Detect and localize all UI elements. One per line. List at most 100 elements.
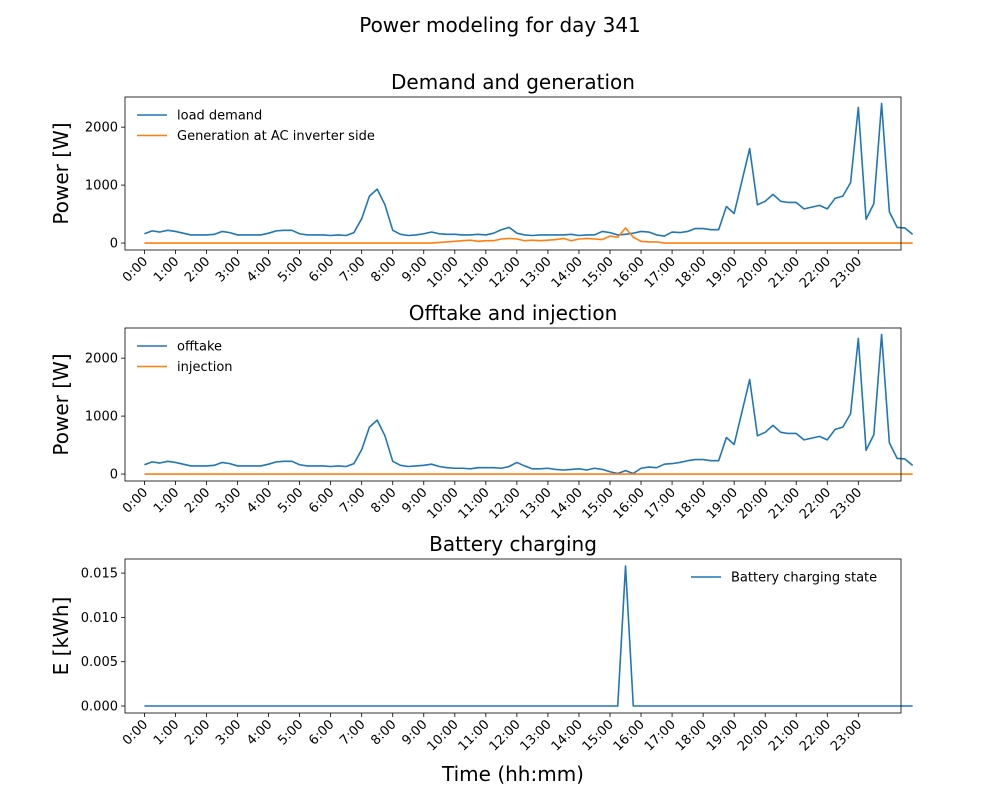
subplot-1-xtick-label: 4:00 (244, 254, 275, 285)
subplot-1-xtick-label: 14:00 (549, 254, 586, 291)
subplot-3-series-1-line (144, 565, 913, 707)
subplot-3-ytick-label: 0.005 (81, 655, 118, 670)
subplot-3-xtick-label: 16:00 (611, 717, 648, 754)
subplot-2-ylabel: Power [W] (49, 353, 73, 455)
subplot-3-xtick-label: 10:00 (425, 717, 462, 754)
subplot-3-xtick-label: 13:00 (518, 717, 555, 754)
subplot-2-xtick-label: 1:00 (151, 485, 182, 516)
subplot-1-xtick-label: 2:00 (182, 254, 213, 285)
subplot-3-xtick-label: 6:00 (306, 717, 337, 748)
subplot-3-xtick-label: 17:00 (642, 717, 679, 754)
subplot-3-ytick-label: 0.010 (81, 611, 118, 626)
subplot-1-ytick-label: 0 (110, 237, 118, 252)
subplot-2-xtick-label: 15:00 (580, 485, 617, 522)
figure-suptitle: Power modeling for day 341 (359, 13, 641, 37)
subplot-2-xtick-label: 23:00 (828, 485, 865, 522)
subplot-1-axes-frame (124, 96, 902, 251)
subplot-3-xtick-label: 0:00 (120, 717, 151, 748)
subplot-3-xtick-label: 14:00 (549, 717, 586, 754)
subplot-2-xtick-label: 7:00 (337, 485, 368, 516)
subplot-3-xtick-label: 11:00 (456, 717, 493, 754)
subplot-1-xtick-label: 7:00 (337, 254, 368, 285)
subplot-3-xtick-label: 22:00 (797, 717, 834, 754)
subplot-1-title: Demand and generation (391, 70, 635, 94)
subplot-1-xtick-label: 16:00 (611, 254, 648, 291)
subplot-2-xtick-label: 5:00 (275, 485, 306, 516)
subplot-2-legend-label-2: injection (177, 360, 233, 375)
subplot-1-xtick-label: 19:00 (704, 254, 741, 291)
subplot-1-xtick-label: 0:00 (120, 254, 151, 285)
subplot-2-legend-label-1: offtake (177, 340, 222, 355)
subplot-3-ytick-label: 0.015 (81, 567, 118, 582)
subplot-2-xtick-label: 0:00 (120, 485, 151, 516)
subplot-1-xtick-label: 22:00 (797, 254, 834, 291)
subplot-3-xtick-label: 12:00 (487, 717, 524, 754)
subplot-2-xtick-label: 3:00 (213, 485, 244, 516)
subplot-1-ytick-label: 1000 (85, 179, 118, 194)
subplot-1-xtick-label: 18:00 (673, 254, 710, 291)
subplot-2-xtick-label: 8:00 (368, 485, 399, 516)
subplot-2-xtick-label: 13:00 (518, 485, 555, 522)
subplot-1-xtick-label: 8:00 (368, 254, 399, 285)
subplot-3-xtick-label: 3:00 (213, 717, 244, 748)
subplot-2-ytick-label: 0 (110, 468, 118, 483)
subplot-1-ylabel: Power [W] (49, 122, 73, 224)
subplot-1-series-2-line (144, 227, 913, 244)
subplot-1-xtick-label: 12:00 (487, 254, 524, 291)
subplot-3-xtick-label: 5:00 (275, 717, 306, 748)
subplot-1-xtick-label: 10:00 (425, 254, 462, 291)
subplot-1-legend-label-2: Generation at AC inverter side (177, 129, 375, 144)
subplot-1-xtick-label: 13:00 (518, 254, 555, 291)
subplot-2-xtick-label: 14:00 (549, 485, 586, 522)
subplot-3-legend-label-1: Battery charging state (731, 571, 877, 586)
subplot-3-xlabel: Time (hh:mm) (441, 762, 584, 786)
subplot-3-xtick-label: 1:00 (151, 717, 182, 748)
subplot-2-xtick-label: 20:00 (735, 485, 772, 522)
subplot-1-xtick-label: 1:00 (151, 254, 182, 285)
subplot-1-xtick-label: 15:00 (580, 254, 617, 291)
subplot-3-ylabel: E [kWh] (49, 597, 73, 676)
subplot-3-axes-frame (124, 558, 902, 714)
subplot-2-series-1-line (144, 333, 914, 475)
subplot-3-xtick-label: 2:00 (182, 717, 213, 748)
subplot-2-xtick-label: 18:00 (673, 485, 710, 522)
subplot-1-xtick-label: 17:00 (642, 254, 679, 291)
subplot-1-xtick-label: 5:00 (275, 254, 306, 285)
subplot-2-axes-frame (124, 327, 902, 482)
subplot-2-xtick-label: 10:00 (425, 485, 462, 522)
subplot-1-ytick-label: 2000 (85, 121, 118, 136)
subplot-2-xtick-label: 16:00 (611, 485, 648, 522)
subplot-1-xtick-label: 21:00 (766, 254, 803, 291)
subplot-2-xtick-label: 11:00 (456, 485, 493, 522)
subplot-3-title: Battery charging (429, 532, 597, 556)
subplot-1-xtick-label: 20:00 (735, 254, 772, 291)
subplot-2-xtick-label: 21:00 (766, 485, 803, 522)
subplot-2-title: Offtake and injection (409, 301, 618, 325)
subplot-3-ytick-label: 0.000 (81, 700, 118, 715)
subplot-1-series-1-line (144, 102, 914, 237)
subplot-1-xtick-label: 23:00 (828, 254, 865, 291)
subplot-2-xtick-label: 12:00 (487, 485, 524, 522)
subplot-3-xtick-label: 20:00 (735, 717, 772, 754)
subplot-1-xtick-label: 11:00 (456, 254, 493, 291)
subplot-3-xtick-label: 23:00 (828, 717, 865, 754)
subplot-2-xtick-label: 17:00 (642, 485, 679, 522)
subplot-2-xtick-label: 4:00 (244, 485, 275, 516)
subplot-3-xtick-label: 21:00 (766, 717, 803, 754)
subplot-2-ytick-label: 2000 (85, 352, 118, 367)
subplot-2-xtick-label: 19:00 (704, 485, 741, 522)
subplot-1-xtick-label: 6:00 (306, 254, 337, 285)
subplot-2-xtick-label: 2:00 (182, 485, 213, 516)
subplot-3-xtick-label: 15:00 (580, 717, 617, 754)
subplot-3-xtick-label: 18:00 (673, 717, 710, 754)
subplot-2-xtick-label: 6:00 (306, 485, 337, 516)
subplot-2-xtick-label: 22:00 (797, 485, 834, 522)
subplot-3-xtick-label: 8:00 (368, 717, 399, 748)
subplot-2-ytick-label: 1000 (85, 410, 118, 425)
subplot-3-xtick-label: 7:00 (337, 717, 368, 748)
subplot-3-xtick-label: 19:00 (704, 717, 741, 754)
subplot-3-xtick-label: 4:00 (244, 717, 275, 748)
subplot-1-legend-label-1: load demand (177, 109, 262, 124)
subplot-1-xtick-label: 3:00 (213, 254, 244, 285)
